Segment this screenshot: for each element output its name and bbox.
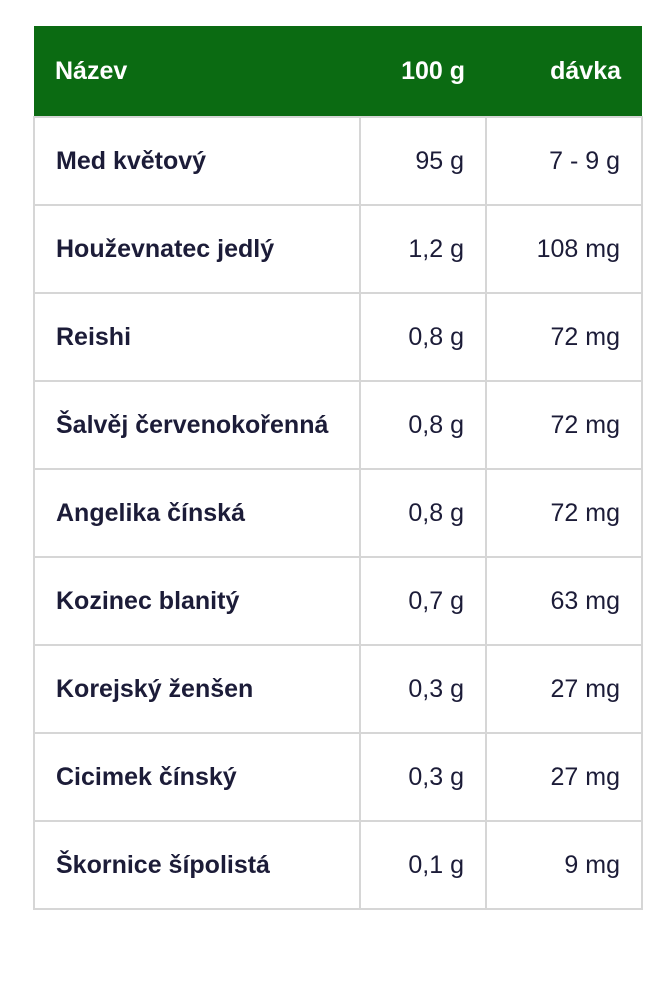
ingredient-name: Korejský ženšen xyxy=(33,644,361,734)
ingredient-name: Med květový xyxy=(33,116,361,206)
header-cell: Název xyxy=(34,26,360,117)
ingredient-name: Kozinec blanitý xyxy=(33,556,361,646)
amount-cell: 1,2 g xyxy=(359,204,487,294)
amount-cell: 0,8 g xyxy=(359,380,487,470)
amount-cell: 0,1 g xyxy=(359,820,487,910)
table-row: Reishi 0,8 g 72 mg xyxy=(33,292,643,382)
amount-cell: 0,7 g xyxy=(359,556,487,646)
amount-cell: 108 mg xyxy=(485,204,643,294)
ingredient-name: Škornice šípolistá xyxy=(33,820,361,910)
amount-cell: 0,8 g xyxy=(359,292,487,382)
amount-cell: 0,3 g xyxy=(359,644,487,734)
amount-cell: 72 mg xyxy=(485,468,643,558)
amount-cell: 72 mg xyxy=(485,292,643,382)
amount-cell: 0,8 g xyxy=(359,468,487,558)
ingredient-name: Houževnatec jedlý xyxy=(33,204,361,294)
amount-cell: 7 - 9 g xyxy=(485,116,643,206)
ingredient-name: Cicimek čínský xyxy=(33,732,361,822)
amount-cell: 95 g xyxy=(359,116,487,206)
ingredient-name: Reishi xyxy=(33,292,361,382)
table-row: Korejský ženšen 0,3 g 27 mg xyxy=(33,644,643,734)
table-row: Kozinec blanitý 0,7 g 63 mg xyxy=(33,556,643,646)
table-row: Angelika čínská 0,8 g 72 mg xyxy=(33,468,643,558)
amount-cell: 27 mg xyxy=(485,732,643,822)
amount-cell: 27 mg xyxy=(485,644,643,734)
table-row: Cicimek čínský 0,3 g 27 mg xyxy=(33,732,643,822)
amount-cell: 9 mg xyxy=(485,820,643,910)
ingredient-name: Šalvěj červenokořenná xyxy=(33,380,361,470)
amount-cell: 72 mg xyxy=(485,380,643,470)
header-row: Název 100 g dávka xyxy=(34,26,642,117)
header-cell: dávka xyxy=(486,26,642,117)
table-row: Šalvěj červenokořenná 0,8 g 72 mg xyxy=(33,380,643,470)
table-row: Houževnatec jedlý 1,2 g 108 mg xyxy=(33,204,643,294)
amount-cell: 0,3 g xyxy=(359,732,487,822)
ingredient-name: Angelika čínská xyxy=(33,468,361,558)
amount-cell: 63 mg xyxy=(485,556,643,646)
header-cell: 100 g xyxy=(360,26,486,117)
